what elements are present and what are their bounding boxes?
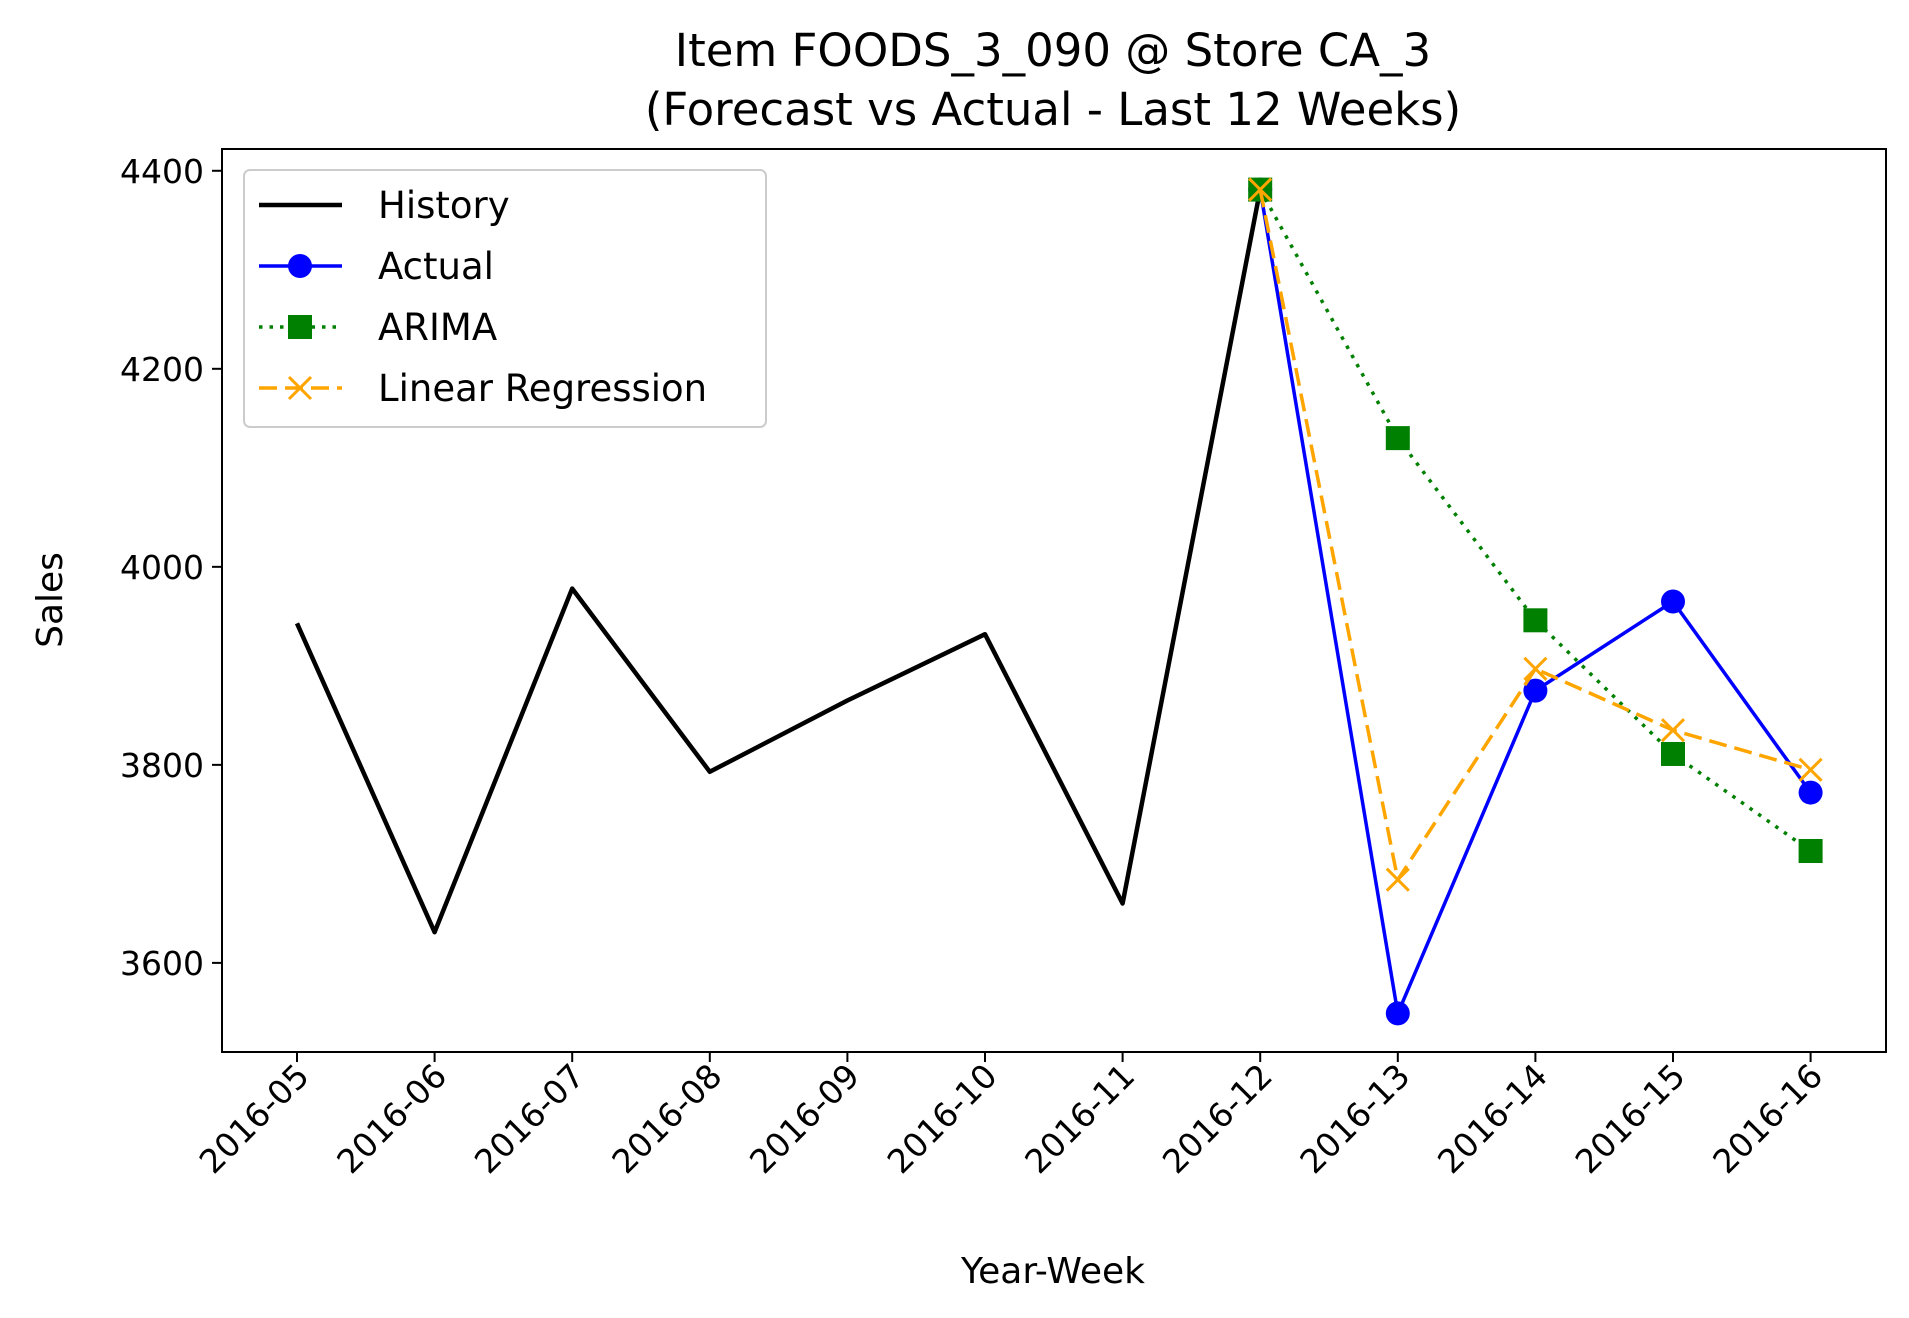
data-point-actual <box>1385 1001 1410 1026</box>
legend-item-history: History <box>259 184 510 227</box>
data-point-linear-regression <box>1523 656 1548 681</box>
data-point-actual <box>1798 780 1823 805</box>
legend-label-arima: ARIMA <box>378 306 497 349</box>
legend-box <box>243 169 767 428</box>
data-point-arima <box>1798 839 1823 864</box>
data-point-actual <box>1523 678 1548 703</box>
x-axis-label: Year-Week <box>960 1251 1145 1292</box>
data-point-linear-regression <box>1660 718 1686 743</box>
series-line-linear-regression <box>1258 189 1812 882</box>
legend-marker-linear-regression <box>287 375 313 401</box>
y-axis: 3600 3800 4000 4200 4400 <box>120 152 222 983</box>
chart-title: Item FOODS_3_090 @ Store CA_3 <box>675 24 1431 77</box>
legend-item-arima: ARIMA <box>259 306 497 349</box>
legend-marker-actual <box>288 254 312 278</box>
series-line-arima <box>1258 188 1812 853</box>
y-axis-label: Sales <box>30 552 71 648</box>
series-linear-regression <box>1248 177 1823 892</box>
y-tick-label: 3800 <box>120 746 204 785</box>
data-point-linear-regression <box>1248 177 1273 202</box>
data-point-arima <box>1523 608 1548 633</box>
legend: History Actual ARIMA Linear Regression <box>243 169 767 428</box>
y-tick-label: 4000 <box>120 548 204 587</box>
y-tick-label: 4200 <box>120 350 204 389</box>
data-point-linear-regression <box>1798 757 1823 782</box>
series-history <box>294 189 1263 935</box>
legend-label-actual: Actual <box>378 245 494 288</box>
legend-item-actual: Actual <box>259 245 494 288</box>
data-point-linear-regression <box>1385 867 1410 892</box>
legend-marker-arima <box>288 315 312 339</box>
chart-subtitle: (Forecast vs Actual - Last 12 Weeks) <box>645 83 1461 136</box>
plot-area <box>294 177 1823 1026</box>
legend-item-linear-regression: Linear Regression <box>259 367 707 410</box>
data-point-arima <box>1661 741 1685 766</box>
legend-label-linear-regression: Linear Regression <box>378 367 707 410</box>
legend-label-history: History <box>378 184 510 227</box>
series-line-history <box>294 189 1263 935</box>
y-tick-label: 4400 <box>120 152 204 191</box>
y-tick-label: 3600 <box>120 944 204 983</box>
plot-frame <box>221 148 1887 1053</box>
data-point-arima <box>1385 426 1410 451</box>
data-point-actual <box>1661 589 1685 614</box>
